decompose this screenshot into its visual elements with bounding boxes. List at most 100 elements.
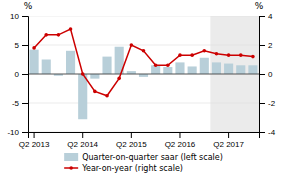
tick: Q2 2015: [116, 132, 147, 149]
bar: [248, 65, 257, 74]
tick-label: 0: [15, 70, 20, 79]
line-marker: [93, 90, 97, 94]
line-marker: [142, 49, 146, 53]
legend-item: Year-on-year (right scale): [64, 164, 183, 173]
bar: [42, 60, 51, 75]
tick-label: Q2 2017: [213, 140, 244, 149]
tick-label: -4: [268, 128, 276, 137]
bar: [212, 62, 221, 74]
line-marker: [81, 72, 85, 76]
line-marker: [251, 55, 255, 59]
grid-line: [28, 74, 259, 75]
tick: Q2 2014: [67, 132, 98, 149]
tick-label: Q2 2014: [67, 140, 98, 149]
tick-mark: [22, 74, 28, 75]
line-marker: [44, 33, 48, 37]
tick-mark: [259, 103, 265, 104]
legend-label: Year-on-year (right scale): [81, 164, 183, 173]
axis-line: [260, 17, 266, 133]
line-series: [32, 27, 254, 97]
tick-mark: [22, 45, 28, 46]
axis-line: [22, 17, 29, 133]
chart-container: Q2 2013 Q2 2014 Q2 2015 Q2 2016 Q2 2017 -10 -5…: [0, 0, 287, 176]
line: [34, 29, 253, 96]
x-axis: Q2 2013 Q2 2014 Q2 2015 Q2 2016 Q2 2017: [19, 132, 260, 149]
line-marker: [154, 64, 158, 68]
tick: 2: [259, 41, 273, 50]
tick-mark: [259, 132, 265, 133]
line-marker: [178, 53, 182, 57]
line-marker: [105, 94, 109, 98]
legend: Quarter-on-quarter saar (left scale) Year…: [64, 153, 223, 173]
plot: Q2 2013 Q2 2014 Q2 2015 Q2 2016 Q2 2017 -10 -5…: [7, 1, 275, 173]
tick: -2: [259, 99, 276, 108]
bar: [188, 66, 197, 74]
line-marker: [57, 33, 61, 37]
tick-label: 4: [268, 12, 273, 21]
tick-mark: [131, 132, 132, 138]
legend-swatch: [64, 153, 78, 161]
line-marker: [69, 27, 73, 31]
tick: -10: [7, 128, 28, 137]
y2-axis-title: %: [255, 1, 264, 11]
line-marker: [190, 53, 194, 57]
tick-mark: [228, 132, 229, 138]
tick-mark: [22, 132, 28, 133]
tick-label: -2: [268, 99, 276, 108]
y-axis-title: %: [24, 1, 33, 11]
grid-line: [28, 45, 259, 46]
bar: [127, 71, 136, 74]
plot-area: [28, 16, 259, 132]
tick: 0: [15, 70, 28, 79]
tick-label: 2: [268, 41, 273, 50]
line-marker: [215, 52, 219, 56]
tick-label: 0: [268, 70, 273, 79]
tick-mark: [259, 74, 265, 75]
bar-series: [30, 47, 258, 120]
bar: [90, 74, 99, 79]
tick: 5: [15, 41, 28, 50]
legend-marker: [69, 166, 73, 170]
line-marker: [166, 64, 170, 68]
line-marker: [202, 49, 206, 53]
bar: [175, 62, 184, 74]
tick-label: -5: [12, 99, 20, 108]
tick: -4: [259, 128, 276, 137]
tick-mark: [82, 132, 83, 138]
tick: -5: [12, 99, 28, 108]
line-marker: [227, 53, 231, 57]
tick-mark: [179, 132, 180, 138]
line-marker: [239, 53, 243, 57]
axis-line: [29, 133, 260, 139]
bar: [30, 50, 39, 74]
bar: [200, 58, 209, 74]
bar: [78, 74, 87, 119]
grid: [28, 16, 259, 132]
tick: Q2 2016: [165, 132, 196, 149]
bar: [224, 64, 233, 74]
line-marker: [130, 43, 134, 47]
tick-label: Q2 2013: [19, 140, 50, 149]
legend-item: Quarter-on-quarter saar (left scale): [64, 153, 223, 162]
tick-mark: [259, 16, 265, 17]
tick: 10: [10, 12, 28, 21]
tick-label: -10: [7, 128, 19, 137]
line-marker: [32, 46, 36, 50]
tick-label: Q2 2016: [165, 140, 196, 149]
tick: Q2 2013: [19, 132, 50, 149]
tick-mark: [259, 45, 265, 46]
grid-line: [28, 16, 259, 17]
tick-label: 10: [10, 12, 19, 21]
bar: [102, 57, 111, 74]
bar: [236, 65, 245, 74]
legend-label: Quarter-on-quarter saar (left scale): [82, 153, 223, 162]
grid-line: [28, 103, 259, 104]
tick: 0: [259, 70, 273, 79]
tick-mark: [22, 103, 28, 104]
bar: [163, 67, 172, 74]
line-marker: [117, 77, 121, 81]
bar: [139, 74, 148, 77]
tick-label: Q2 2015: [116, 140, 147, 149]
tick: Q2 2017: [213, 132, 244, 149]
tick-mark: [22, 16, 28, 17]
